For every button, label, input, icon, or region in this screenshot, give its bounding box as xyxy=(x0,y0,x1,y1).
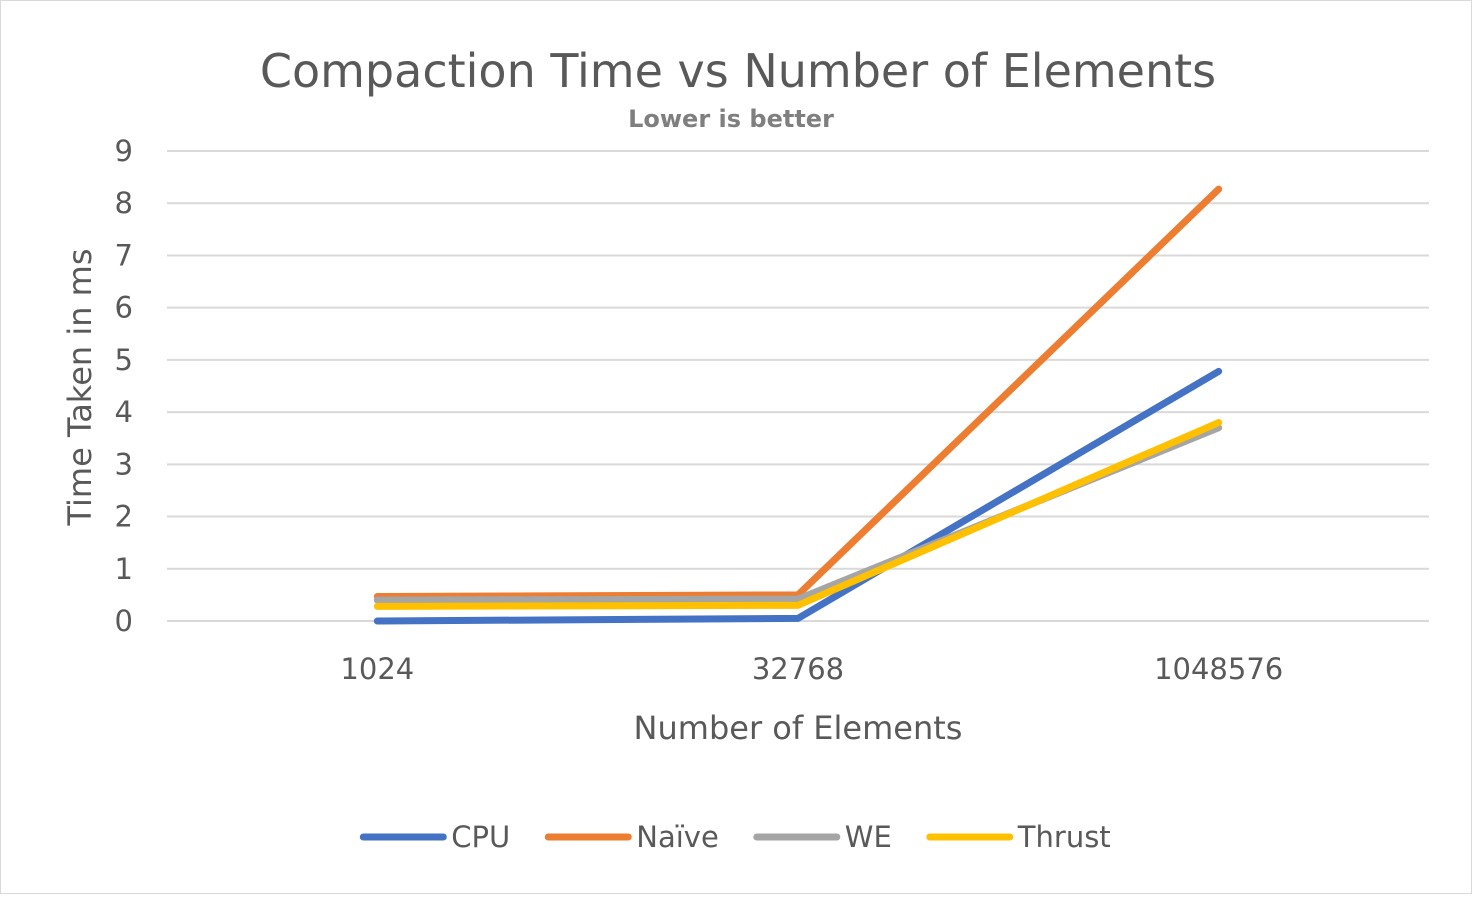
legend: CPU Naïve WE Thrust xyxy=(359,820,1111,854)
y-tick-label: 4 xyxy=(115,395,133,429)
x-tick-label: 1048576 xyxy=(1154,652,1283,686)
y-tick-label: 9 xyxy=(115,134,133,168)
y-tick-label: 3 xyxy=(115,447,133,481)
legend-item: Thrust xyxy=(926,820,1111,854)
y-tick-label: 6 xyxy=(115,291,133,325)
y-tick-label: 7 xyxy=(115,238,133,272)
series-line-cpu xyxy=(373,367,1223,625)
legend-label: CPU xyxy=(451,820,510,854)
legend-item: CPU xyxy=(359,820,510,854)
legend-label: Thrust xyxy=(1017,820,1111,854)
y-tick-label: 0 xyxy=(115,604,133,638)
series-line-we xyxy=(373,424,1223,604)
gridlines xyxy=(167,150,1429,622)
y-tick-label: 1 xyxy=(115,552,133,586)
x-axis-title: Number of Elements xyxy=(634,709,963,747)
legend-item: WE xyxy=(753,820,892,854)
x-tick-label: 1024 xyxy=(340,652,414,686)
y-axis-title: Time Taken in ms xyxy=(61,248,99,526)
legend-label: Naïve xyxy=(636,820,719,854)
legend-label: WE xyxy=(845,820,892,854)
chart-title: Compaction Time vs Number of Elements xyxy=(260,44,1216,98)
series-line-naive xyxy=(373,185,1223,600)
x-tick-label: 32768 xyxy=(752,652,844,686)
series-lines xyxy=(373,185,1223,625)
x-axis-ticks: 1024 32768 1048576 xyxy=(340,652,1283,686)
y-tick-label: 5 xyxy=(115,343,133,377)
chart-subtitle: Lower is better xyxy=(628,105,834,133)
series-line-thrust xyxy=(373,419,1223,610)
y-axis-ticks: 0 1 2 3 4 5 6 7 8 9 xyxy=(115,134,133,638)
legend-item: Naïve xyxy=(544,820,719,854)
y-tick-label: 8 xyxy=(115,186,133,220)
y-tick-label: 2 xyxy=(115,500,133,534)
